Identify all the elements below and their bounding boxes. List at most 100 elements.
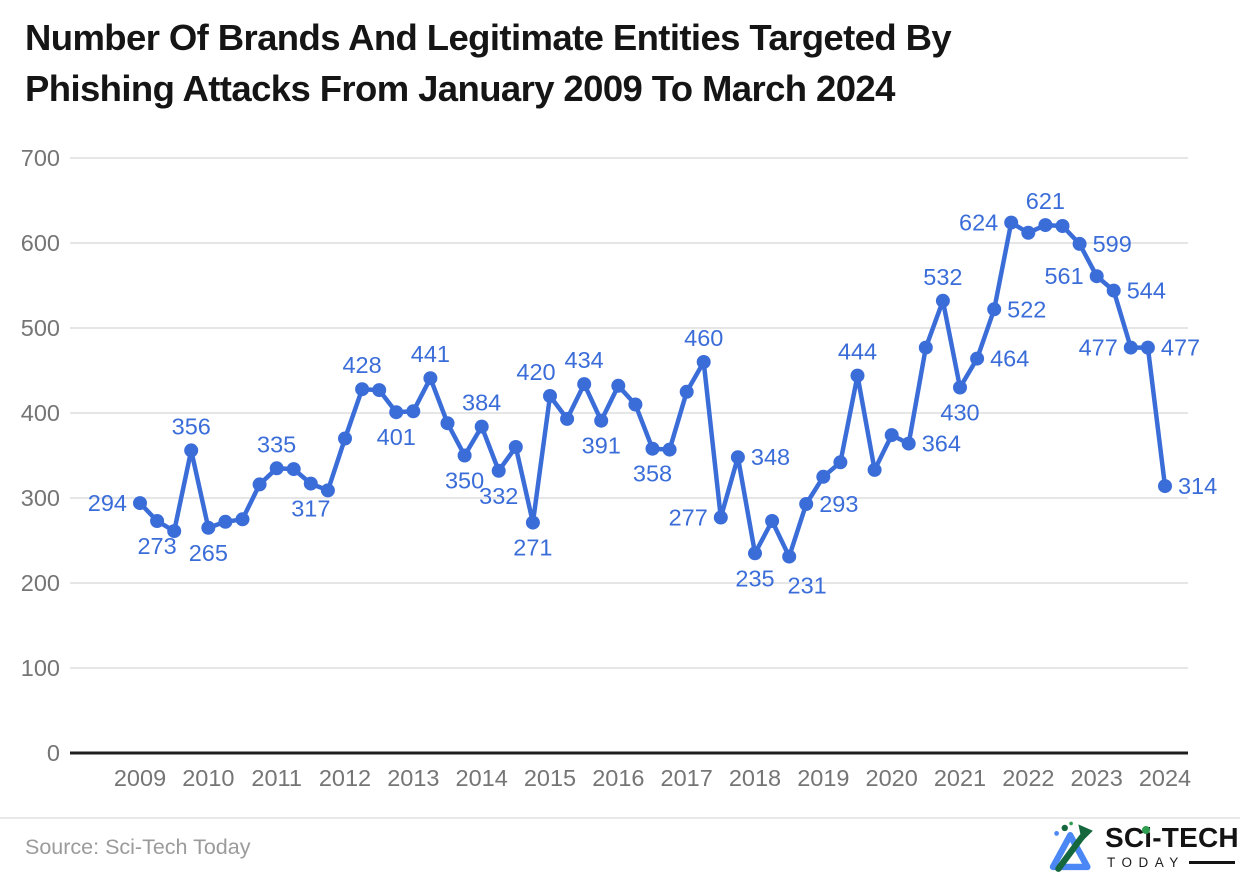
source-label: Source: Sci-Tech Today	[25, 835, 251, 859]
data-point	[850, 368, 865, 383]
data-point	[1089, 269, 1104, 284]
x-axis-tick: 2015	[524, 765, 576, 791]
data-point	[543, 389, 557, 403]
data-point	[474, 419, 489, 434]
x-axis-tick: 2021	[934, 765, 986, 791]
logo-wordmark-label: SCi-TECH	[1105, 822, 1239, 853]
data-point	[1140, 340, 1155, 355]
data-label: 532	[923, 264, 962, 290]
data-label: 358	[633, 461, 672, 487]
y-axis-tick: 700	[21, 145, 60, 171]
data-label: 314	[1178, 473, 1217, 499]
data-point	[1158, 479, 1172, 494]
data-point	[320, 483, 335, 498]
data-label: 420	[516, 359, 555, 385]
data-point	[662, 442, 677, 457]
logo-flask-triangle	[1049, 832, 1091, 871]
data-point	[1021, 225, 1036, 240]
data-point	[748, 546, 762, 561]
data-point	[218, 514, 233, 529]
data-point	[355, 382, 370, 397]
data-label: 350	[445, 468, 484, 494]
data-point	[867, 462, 882, 477]
data-point	[201, 520, 216, 535]
data-label: 335	[257, 431, 296, 457]
data-point	[1055, 219, 1070, 233]
data-point	[252, 477, 267, 492]
y-axis-tick: 300	[21, 485, 60, 511]
logo-bubble-1	[1061, 824, 1068, 832]
data-point	[235, 512, 250, 527]
data-label: 277	[669, 505, 708, 531]
data-point	[286, 462, 301, 477]
data-point	[884, 428, 899, 443]
data-point	[1004, 215, 1019, 230]
data-point	[953, 380, 967, 395]
x-axis-tick: 2023	[1071, 765, 1123, 791]
logo-bubble-2	[1054, 831, 1059, 836]
logo-i-dot	[1142, 825, 1150, 834]
data-point	[816, 469, 831, 484]
y-axis-tick: 0	[47, 740, 60, 766]
data-point	[799, 497, 814, 511]
data-label: 265	[189, 540, 228, 566]
data-point	[491, 463, 506, 478]
data-point	[1106, 283, 1121, 298]
data-label: 348	[751, 444, 790, 470]
data-point	[935, 293, 950, 308]
data-label: 599	[1093, 231, 1132, 257]
data-point	[765, 514, 780, 528]
x-axis-tick: 2011	[251, 765, 302, 791]
x-axis-tick: 2019	[797, 765, 849, 791]
data-label: 477	[1079, 335, 1118, 361]
data-point	[133, 496, 147, 511]
scitech-logo: SCi-TECH TODAY	[1043, 819, 1239, 875]
x-axis-tick: 2012	[319, 765, 371, 791]
chart-title: Number Of Brands And Legitimate Entities…	[25, 12, 1185, 114]
data-label: 317	[291, 496, 330, 522]
data-label: 356	[172, 413, 211, 439]
data-point	[645, 441, 660, 456]
data-label: 460	[684, 325, 723, 351]
logo-arrow-head	[1078, 824, 1093, 842]
data-point	[730, 450, 745, 465]
data-point	[918, 340, 933, 355]
data-point	[440, 416, 455, 431]
data-point	[782, 549, 797, 564]
logo-subtitle: TODAY	[1107, 855, 1185, 870]
logo-text: SCi-TECH TODAY	[1105, 824, 1239, 871]
data-point	[184, 443, 199, 458]
data-point	[150, 514, 165, 528]
data-label: 391	[582, 433, 621, 459]
data-point	[525, 515, 540, 530]
data-label: 235	[735, 565, 774, 591]
data-label: 464	[990, 346, 1029, 372]
logo-subtitle-row: TODAY	[1105, 855, 1239, 870]
data-point	[1123, 340, 1138, 355]
chart-title-line2: Phishing Attacks From January 2009 To Ma…	[25, 68, 895, 109]
x-axis-tick: 2022	[1002, 765, 1054, 791]
data-label: 522	[1007, 296, 1046, 322]
x-axis-tick: 2018	[729, 765, 781, 791]
x-axis-tick: 2013	[387, 765, 439, 791]
data-label: 624	[959, 210, 998, 236]
y-axis-tick: 500	[21, 315, 60, 341]
logo-wordmark: SCi-TECH	[1105, 824, 1239, 852]
data-label: 332	[479, 483, 518, 509]
data-point	[987, 302, 1002, 317]
data-point	[269, 461, 284, 476]
data-point	[611, 378, 626, 393]
data-label: 477	[1161, 335, 1200, 361]
x-axis-tick: 2024	[1139, 765, 1191, 791]
data-point	[901, 436, 916, 451]
x-axis-tick: 2016	[592, 765, 644, 791]
x-axis-tick: 2020	[866, 765, 918, 791]
data-label: 621	[1026, 188, 1065, 214]
logo-underline	[1188, 861, 1235, 864]
data-label: 293	[819, 491, 858, 517]
data-point	[628, 397, 643, 412]
data-point	[1072, 236, 1087, 251]
logo-bubble-3	[1069, 821, 1073, 826]
